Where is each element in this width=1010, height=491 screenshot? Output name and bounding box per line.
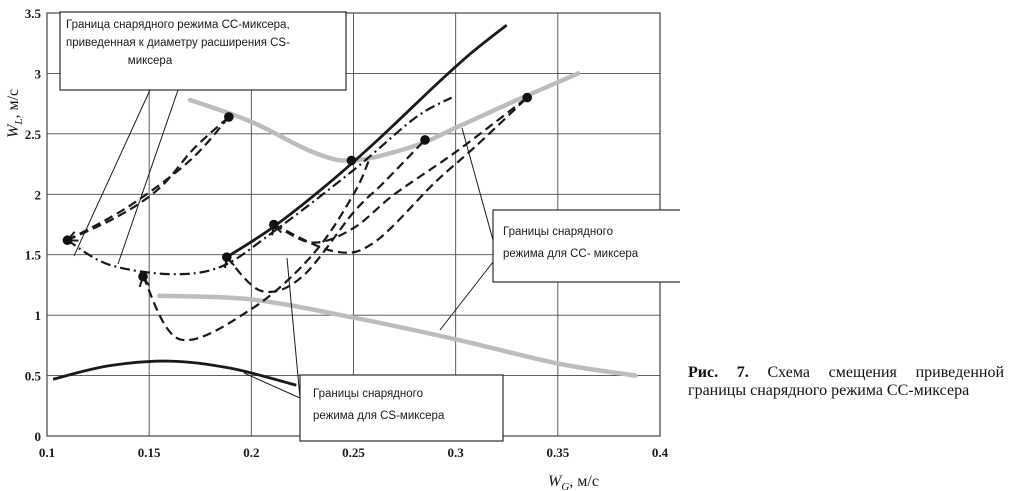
x-tick-label: 0.4: [652, 445, 669, 460]
series-line-dashed: [142, 157, 371, 342]
annotation-leader-line: [439, 261, 494, 331]
x-tick-label: 0.1: [39, 445, 55, 460]
annotation-leader-line: [286, 257, 301, 399]
annotation-text-line: Границы снарядного: [313, 388, 423, 400]
annotation-leader-line: [243, 372, 301, 399]
y-tick-label: 2: [35, 187, 42, 202]
y-tick-label: 1: [35, 308, 42, 323]
y-tick-label: 0: [35, 429, 42, 444]
series-line-dashed: [66, 116, 230, 242]
caption-label: Рис. 7.: [688, 364, 749, 381]
series-line-dashed: [273, 96, 528, 254]
annotation-text-line: Граница снарядного режима СС-миксера,: [66, 19, 290, 31]
caption-text: Схема смещения приведенной границы снаря…: [688, 364, 1005, 399]
y-tick-label: 3.5: [25, 6, 42, 21]
annotation-leader-line: [73, 89, 151, 257]
series-line-dashed: [66, 116, 230, 242]
annotation-text-line: приведенная к диаметру расширения CS-: [66, 37, 290, 49]
x-tick-label: 0.3: [448, 445, 465, 460]
series-line-dashed: [225, 139, 426, 294]
y-tick-label: 1.5: [25, 248, 42, 263]
y-tick-label: 3: [35, 66, 42, 81]
x-tick-label: 0.35: [546, 445, 569, 460]
data-point-marker: [420, 135, 430, 145]
series-line-dash-dot: [66, 96, 453, 276]
x-axis-label: WG, м/с: [548, 473, 599, 491]
series-line-gray-band: [157, 293, 638, 378]
series-line-gray-band: [187, 71, 581, 163]
series-line-dashed: [273, 96, 528, 244]
annotation-text-line: режима для CS-миксера: [313, 410, 445, 422]
annotation-box: [492, 209, 680, 283]
chart: 0.1 0.15 0.2 0.25 0.3 0.35 0.4 0 0.5 1 1.5 2 2.5 3 3.5…: [5, 6, 680, 491]
y-tick-label: 2.5: [25, 127, 42, 142]
annotation-leader-line: [461, 127, 494, 241]
data-point-marker: [522, 92, 532, 103]
y-axis-label: WL, м/с: [5, 89, 25, 138]
data-point-marker: [224, 112, 234, 122]
annotation-text-line: режима для СС- миксера: [503, 248, 639, 260]
data-point-marker: [138, 271, 148, 282]
annotation-box: [299, 374, 504, 442]
annotation-text-line: Границы снарядного: [503, 226, 613, 238]
y-tick-label: 0.5: [25, 369, 42, 384]
annotation-text-line: миксера: [128, 55, 173, 67]
data-point-marker: [62, 235, 73, 246]
data-point-marker: [269, 219, 279, 230]
data-point-marker: [346, 155, 357, 166]
figure-caption: Рис. 7. Схема смещения приведенной грани…: [688, 364, 1004, 400]
annotation-box: [59, 11, 347, 91]
series-line-thick-solid: [52, 359, 297, 387]
x-tick-label: 0.25: [342, 445, 365, 460]
x-tick-label: 0.15: [138, 445, 161, 460]
x-tick-label: 0.2: [243, 445, 259, 460]
data-point-marker: [222, 252, 232, 262]
annotation-leader-line: [117, 89, 179, 265]
